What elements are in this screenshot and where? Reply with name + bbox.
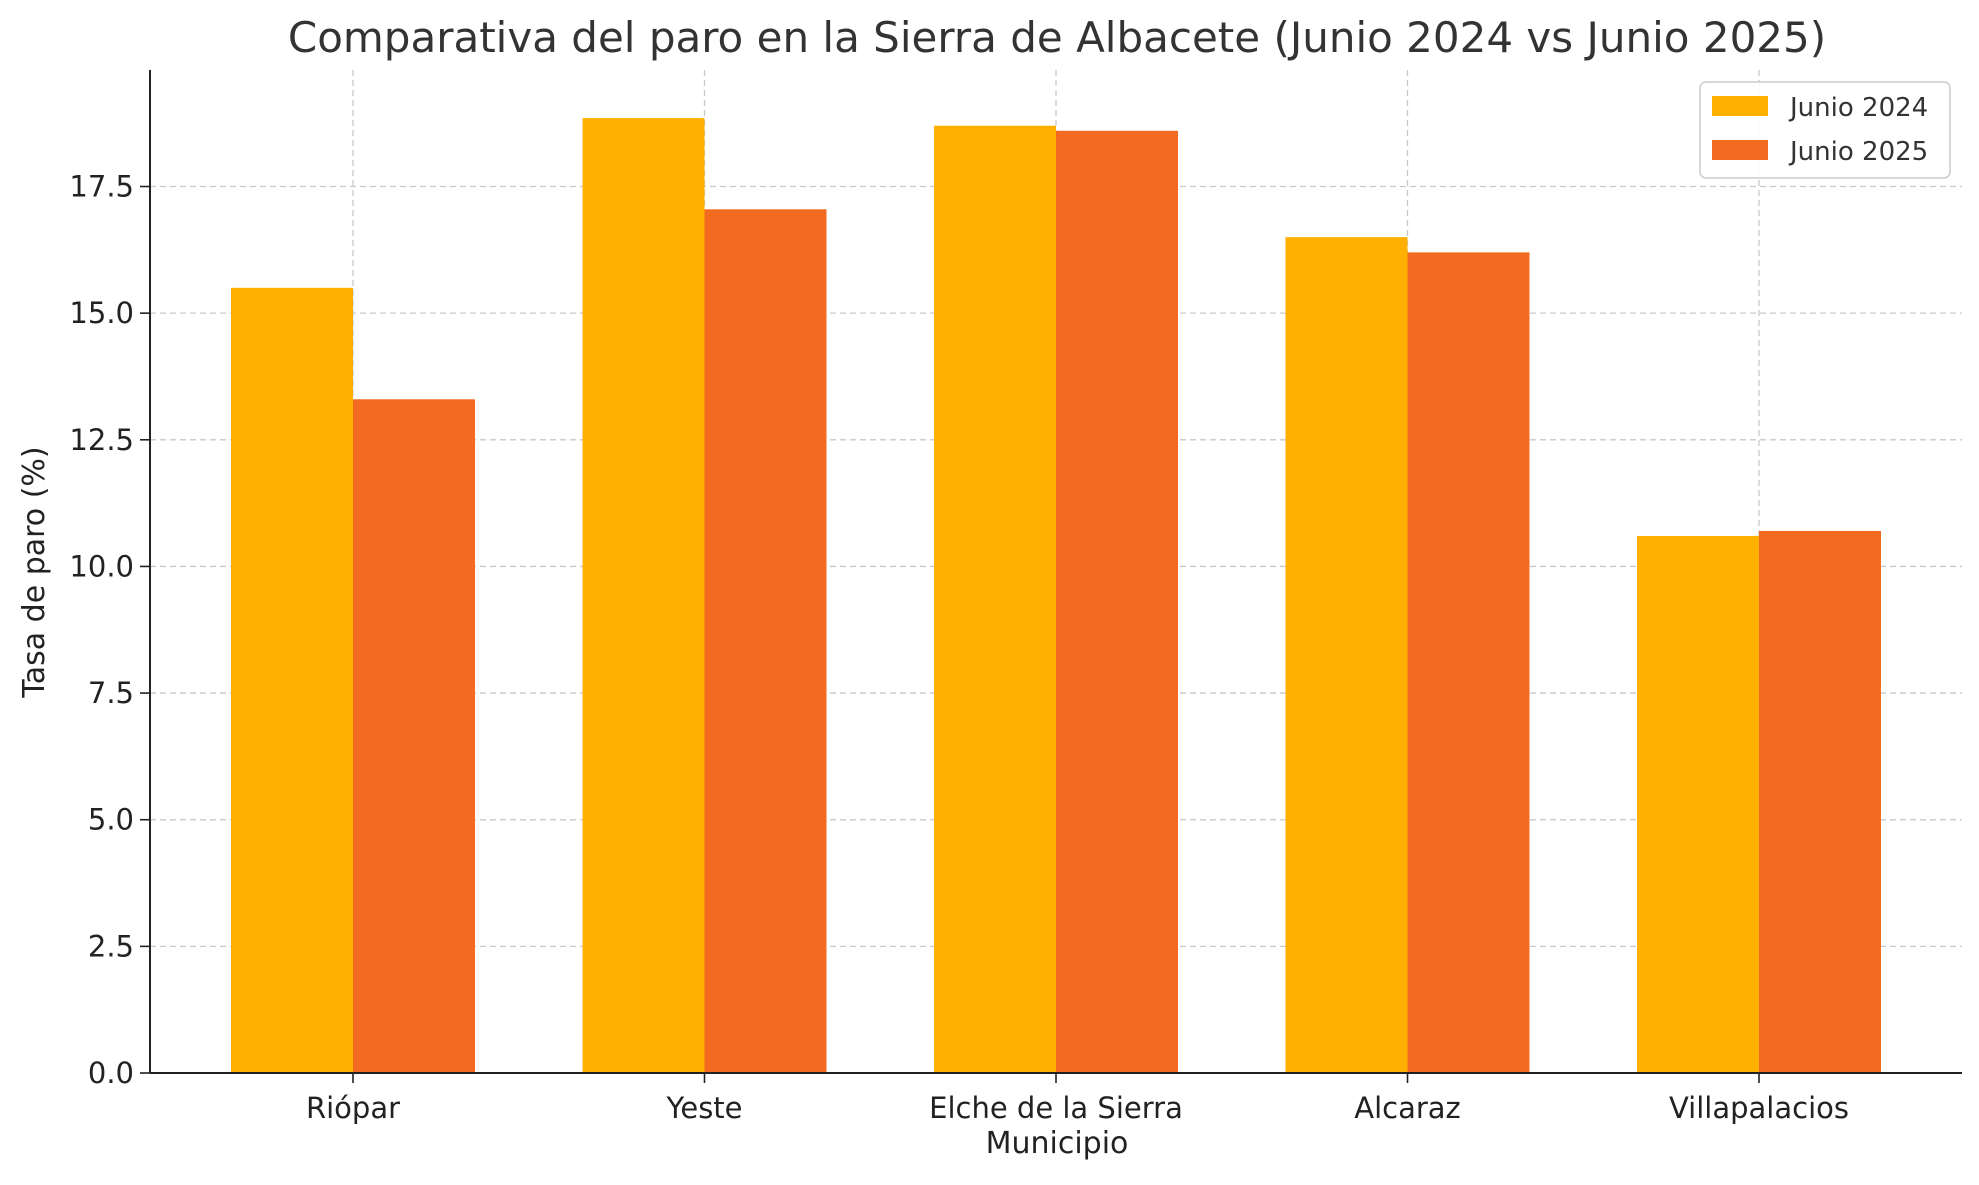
y-tick-label: 7.5 bbox=[88, 676, 134, 710]
bar-junio-2024 bbox=[1637, 536, 1759, 1073]
x-tick-label: Elche de la Sierra bbox=[929, 1091, 1183, 1125]
legend-label-junio-2024: Junio 2024 bbox=[1788, 93, 1928, 123]
bars-layer bbox=[231, 118, 1881, 1074]
legend-swatch-junio-2025 bbox=[1712, 140, 1768, 160]
axes-layer bbox=[140, 70, 1962, 1083]
x-tick-label: Riópar bbox=[306, 1091, 400, 1125]
y-tick-label: 0.0 bbox=[88, 1056, 134, 1090]
legend-swatch-junio-2024 bbox=[1712, 96, 1768, 116]
y-axis-label: Tasa de paro (%) bbox=[17, 446, 52, 698]
legend: Junio 2024 Junio 2025 bbox=[1699, 81, 1951, 179]
ticks-layer: 0.0 2.5 5.0 7.5 10.0 12.5 15.0 17.5 Riópar Yeste E… bbox=[69, 170, 1849, 1125]
y-tick-label: 17.5 bbox=[69, 170, 134, 204]
x-tick-label: Alcaraz bbox=[1354, 1091, 1461, 1125]
y-tick-label: 5.0 bbox=[88, 803, 134, 837]
bar-junio-2024 bbox=[934, 125, 1056, 1073]
bar-junio-2025 bbox=[1759, 530, 1881, 1073]
y-tick-label: 10.0 bbox=[69, 549, 134, 583]
bar-junio-2025 bbox=[704, 209, 827, 1074]
chart-title: Comparativa del paro en la Sierra de Alb… bbox=[288, 13, 1826, 62]
x-tick-label: Yeste bbox=[665, 1091, 742, 1125]
bar-junio-2025 bbox=[1056, 130, 1178, 1074]
legend-label-junio-2025: Junio 2025 bbox=[1788, 137, 1928, 167]
y-tick-label: 15.0 bbox=[69, 296, 134, 330]
y-tick-label: 2.5 bbox=[88, 929, 134, 963]
bar-junio-2025 bbox=[1407, 252, 1530, 1073]
y-tick-label: 12.5 bbox=[69, 423, 134, 457]
x-axis-label: Municipio bbox=[986, 1126, 1129, 1161]
bar-junio-2024 bbox=[582, 118, 705, 1074]
bar-junio-2024 bbox=[1285, 237, 1408, 1073]
bar-junio-2025 bbox=[353, 399, 475, 1073]
bar-junio-2024 bbox=[231, 287, 353, 1073]
x-tick-label: Villapalacios bbox=[1669, 1091, 1849, 1125]
